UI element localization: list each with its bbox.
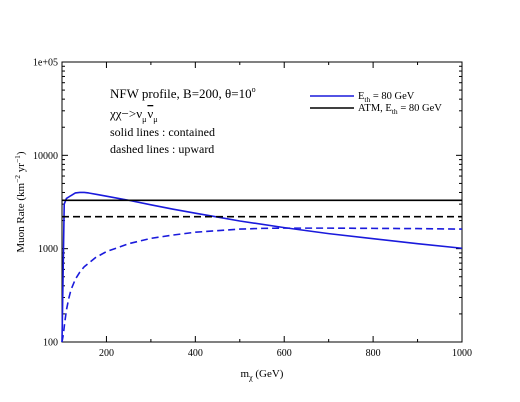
series-layer [61, 191, 463, 343]
series-line-0 [61, 191, 463, 343]
series-line-1 [61, 227, 463, 343]
x-tick-label: 1000 [452, 348, 472, 359]
annotation-solid-lines: solid lines : contained [110, 125, 215, 139]
ticks: 200 400 600 800 1000 100 1000 10000 1e+05 [33, 58, 472, 360]
x-tick-label: 600 [277, 348, 292, 359]
y-tick-label: 1e+05 [33, 58, 58, 69]
x-axis-title: mχ (GeV) [241, 368, 284, 382]
plot-frame [61, 61, 463, 343]
annotation-dashed-lines: dashed lines : upward [110, 142, 214, 156]
legend: Eth = 80 GeV ATM, Eth = 80 GeV [310, 91, 442, 116]
y-tick-label: 10000 [33, 151, 58, 162]
x-tick-label: 800 [366, 348, 381, 359]
x-tick-label: 400 [188, 348, 203, 359]
x-tick-label: 200 [99, 348, 114, 359]
legend-label-eth: Eth = 80 GeV [358, 91, 415, 104]
y-tick-label: 1000 [38, 244, 58, 255]
y-axis-title: Muon Rate (km−2 yr−1) [13, 151, 27, 253]
annotation-channel: χχ−>νμνμ [109, 106, 158, 124]
legend-label-atm: ATM, Eth = 80 GeV [358, 103, 442, 116]
annotation-profile: NFW profile, B=200, θ=10o [110, 85, 256, 101]
y-tick-label: 100 [43, 338, 58, 349]
